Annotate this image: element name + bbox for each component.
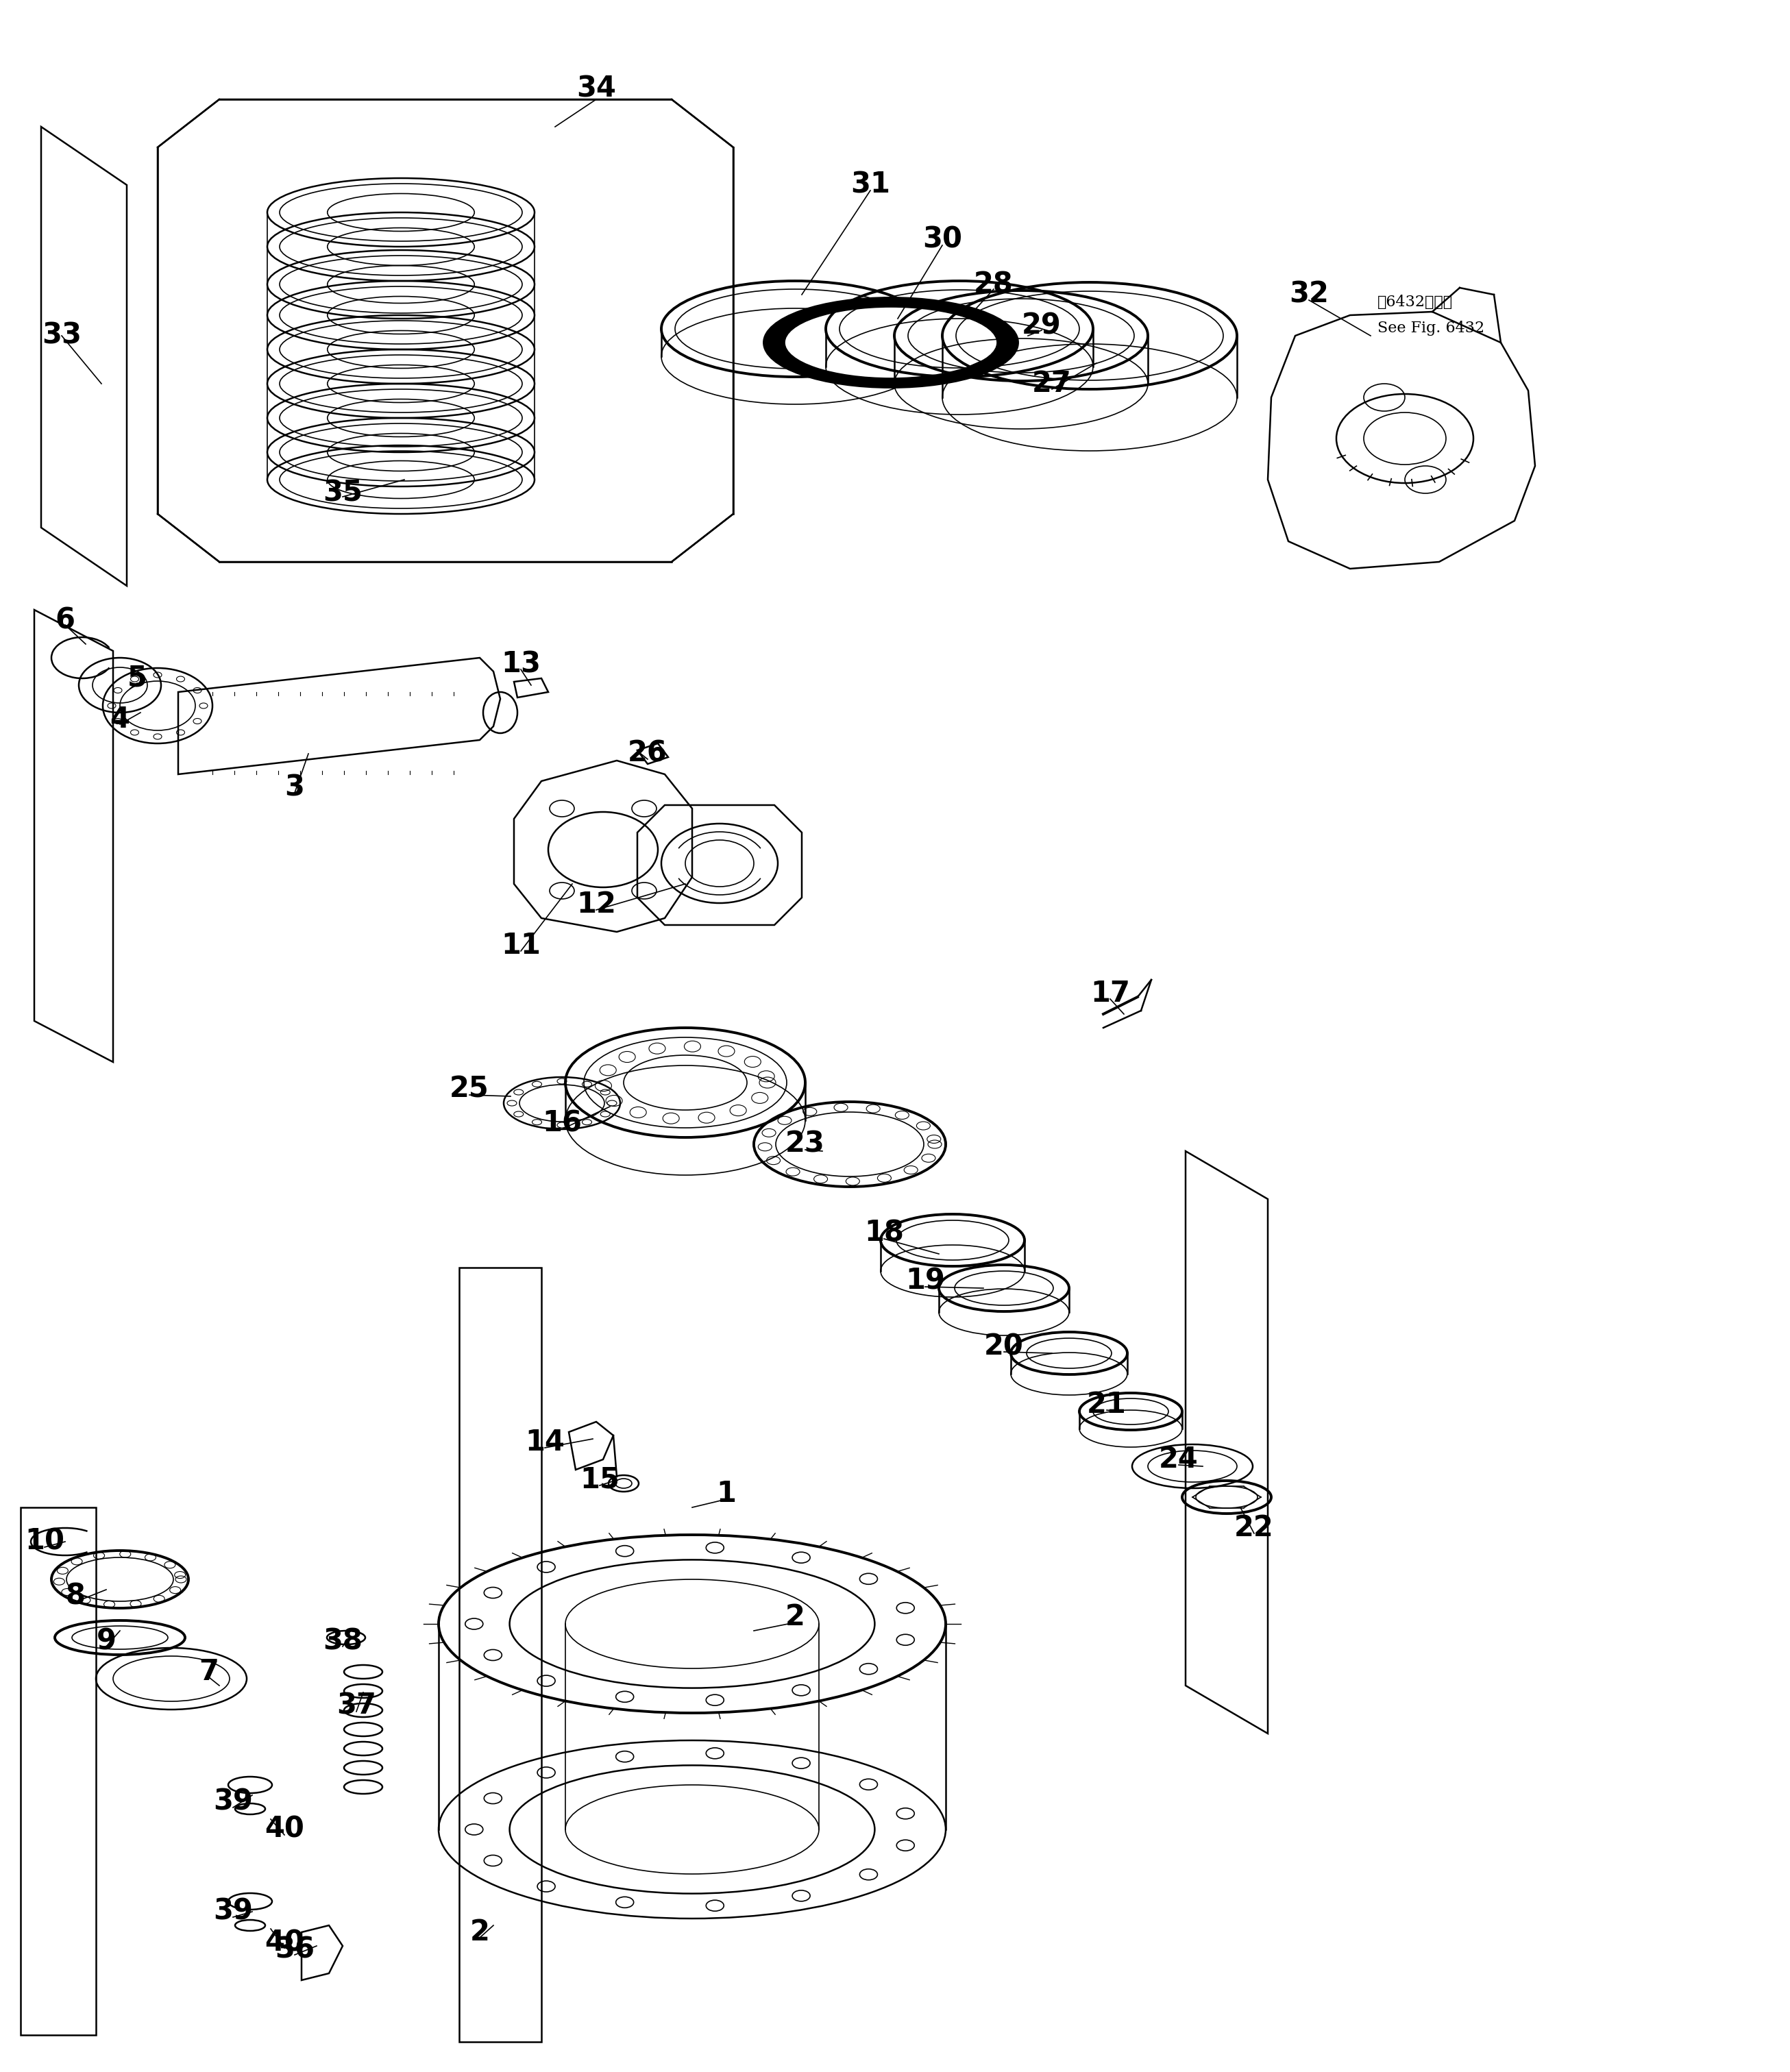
Text: 2: 2 (786, 1602, 806, 1631)
Text: 6: 6 (55, 605, 75, 634)
Text: 7: 7 (199, 1658, 218, 1687)
Text: 20: 20 (985, 1332, 1024, 1361)
Text: 5: 5 (127, 663, 147, 692)
Text: 35: 35 (322, 479, 363, 508)
Text: 26: 26 (628, 740, 668, 769)
Text: 19: 19 (906, 1266, 945, 1295)
Text: 28: 28 (974, 269, 1013, 298)
Text: 40: 40 (265, 1815, 304, 1844)
Text: 27: 27 (1033, 369, 1072, 398)
Text: See Fig. 6432: See Fig. 6432 (1378, 321, 1484, 336)
Text: 13: 13 (501, 651, 541, 680)
Text: 17: 17 (1090, 980, 1129, 1007)
Text: 第6432図参照: 第6432図参照 (1378, 294, 1453, 309)
Text: 3: 3 (285, 773, 304, 802)
Text: 32: 32 (1289, 280, 1328, 309)
Text: 29: 29 (1022, 311, 1061, 340)
Text: 37: 37 (337, 1691, 376, 1720)
Text: 10: 10 (25, 1527, 64, 1556)
Text: 18: 18 (865, 1218, 904, 1247)
Text: 14: 14 (524, 1428, 564, 1457)
Text: 11: 11 (501, 930, 541, 959)
Ellipse shape (764, 298, 1019, 387)
Text: 34: 34 (576, 75, 616, 104)
Text: 12: 12 (576, 891, 616, 918)
Text: 1: 1 (716, 1479, 736, 1508)
Text: 24: 24 (1158, 1444, 1199, 1473)
Text: 8: 8 (66, 1583, 86, 1610)
Text: 30: 30 (922, 226, 963, 255)
Text: 2: 2 (469, 1919, 490, 1946)
Text: 31: 31 (850, 170, 890, 199)
Text: 25: 25 (449, 1075, 489, 1104)
Text: 40: 40 (265, 1929, 304, 1956)
Ellipse shape (784, 307, 997, 379)
Text: 21: 21 (1087, 1390, 1126, 1419)
Text: 39: 39 (213, 1898, 252, 1927)
Text: 16: 16 (542, 1109, 582, 1138)
Text: 33: 33 (41, 321, 82, 350)
Text: 9: 9 (97, 1627, 116, 1656)
Text: 15: 15 (580, 1465, 619, 1494)
Text: 23: 23 (786, 1129, 825, 1158)
Text: 4: 4 (109, 704, 131, 733)
Text: 22: 22 (1235, 1513, 1274, 1542)
Text: 39: 39 (213, 1788, 252, 1817)
Text: 36: 36 (276, 1935, 315, 1964)
Text: 38: 38 (322, 1627, 363, 1656)
